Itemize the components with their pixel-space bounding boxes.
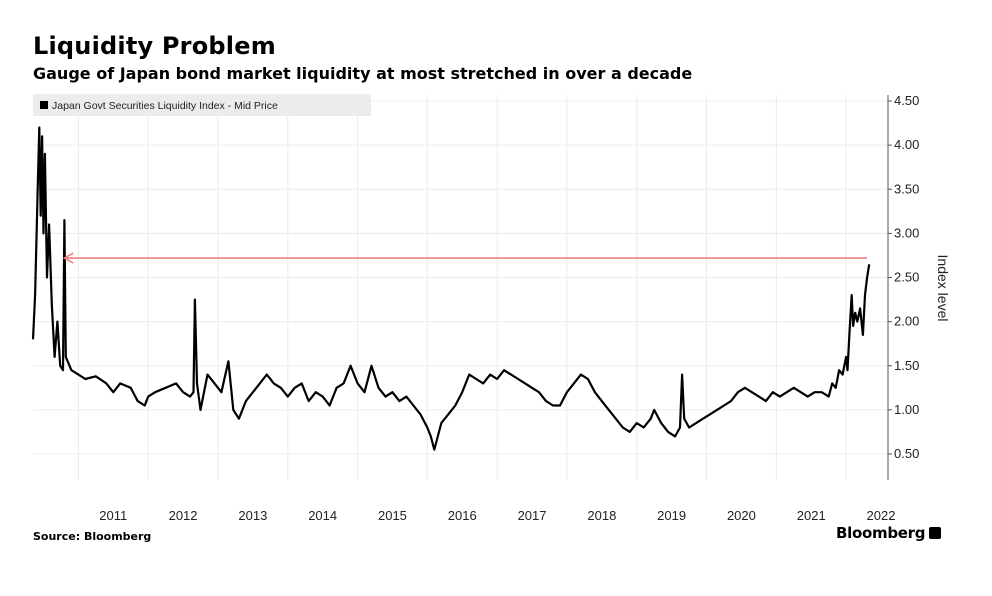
y-tick-label: 1.50 <box>894 358 919 373</box>
y-axis-label: Index level <box>935 255 951 322</box>
series-group <box>31 126 871 451</box>
annotations <box>62 252 868 264</box>
chart-subtitle: Gauge of Japan bond market liquidity at … <box>33 64 693 83</box>
x-tick-label: 2015 <box>378 508 407 523</box>
legend: Japan Govt Securities Liquidity Index - … <box>33 94 371 116</box>
source-note: Source: Bloomberg <box>33 530 152 543</box>
x-tick-label: 2016 <box>448 508 477 523</box>
legend-swatch <box>40 101 48 109</box>
x-tick-label: 2011 <box>99 508 127 523</box>
plot-area <box>33 95 888 480</box>
y-tick-label: 3.00 <box>894 225 919 240</box>
annotation-arrowhead <box>62 252 74 264</box>
x-tick-label: 2021 <box>797 508 826 523</box>
x-tick-label: 2019 <box>657 508 686 523</box>
x-tick-label: 2017 <box>518 508 547 523</box>
x-tick-label: 2018 <box>587 508 616 523</box>
y-axis: 0.50 1.00 1.50 2.00 2.50 3.00 3.50 4.00 4.50 <box>887 93 919 480</box>
brand-logo: Bloomberg <box>836 524 942 542</box>
chart-title: Liquidity Problem <box>33 32 276 60</box>
x-tick-label: 2020 <box>727 508 756 523</box>
y-tick-label: 0.50 <box>894 446 919 461</box>
y-tick-label: 1.00 <box>894 402 919 417</box>
gridlines <box>33 95 888 480</box>
legend-background <box>33 94 371 116</box>
y-tick-label: 4.50 <box>894 93 919 108</box>
x-tick-label: 2012 <box>169 508 198 523</box>
y-tick-label: 2.50 <box>894 270 919 285</box>
x-axis: 2011 2012 2013 2014 2015 2016 2017 2018 2019 2020… <box>99 508 895 523</box>
x-tick-label: 2022 <box>867 508 896 523</box>
y-tick-label: 3.50 <box>894 181 919 196</box>
x-tick-label: 2014 <box>308 508 337 523</box>
brand-text: Bloomberg <box>836 524 926 542</box>
series-line <box>31 126 871 451</box>
y-tick-label: 2.00 <box>894 314 919 329</box>
legend-label: Japan Govt Securities Liquidity Index - … <box>52 100 278 112</box>
y-tick-label: 4.00 <box>894 137 919 152</box>
x-tick-label: 2013 <box>238 508 267 523</box>
bloomberg-icon <box>929 527 942 539</box>
